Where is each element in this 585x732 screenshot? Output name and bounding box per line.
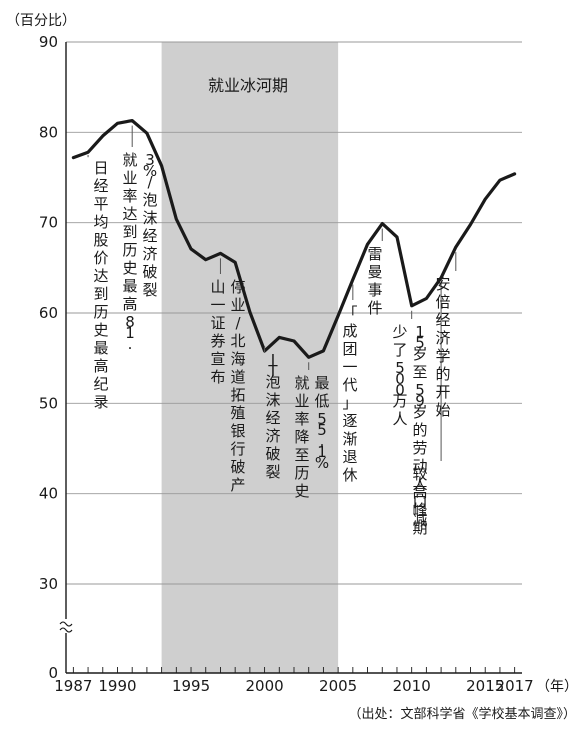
annotation-a2: 就业率达到历史最高 8 1. 3%/泡沫经济破裂: [122, 125, 158, 353]
annotation-text: 就业率达到历史最高 8 1.: [122, 151, 137, 353]
annotation-text: 1 5 岁至 5 9 岁的劳动人口减: [412, 323, 427, 529]
annotation-text: 3%/泡沫经济破裂: [142, 151, 157, 299]
annotation-text: 就业率降至历史: [294, 374, 309, 500]
y-tick-label: 80: [39, 123, 58, 141]
annotation-text: 安倍经济学的开始: [435, 275, 450, 419]
annotation-a1: 日经平均股价达到历史最高纪录: [87, 155, 109, 411]
annotation-a10: 安倍经济学的开始: [435, 252, 457, 419]
annotation-text: 「成团一代」逐渐退休: [342, 304, 357, 484]
x-tick-label: 2015: [466, 677, 504, 695]
x-tick-label: 1995: [172, 677, 210, 695]
x-axis-unit-label: （年）: [536, 679, 578, 695]
annotation-a7: 雷曼事件: [367, 228, 383, 317]
x-tick-label: 2005: [319, 677, 357, 695]
x-tick-label: 2010: [393, 677, 431, 695]
annotation-a9: 较高峰期: [412, 282, 442, 537]
annotation-a4: I T 泡沫经济破裂: [264, 345, 281, 481]
annotation-text: 日经平均股价达到历史最高纪录: [93, 159, 108, 411]
y-axis-unit-label: （百分比）: [6, 13, 76, 29]
x-tick-label: 1987: [54, 677, 92, 695]
annotation-a6: 「成团一代」逐渐退休: [342, 284, 358, 484]
annotation-text: 雷曼事件: [367, 245, 382, 317]
x-tick-label: 1990: [98, 677, 136, 695]
annotation-text: 山一证券宣布: [210, 278, 225, 386]
x-tick-label: 2000: [245, 677, 283, 695]
annotation-text: 较高峰期: [412, 465, 427, 537]
y-tick-label: 0: [48, 664, 58, 682]
y-tick-label: 90: [39, 33, 58, 51]
axis-break-mark: [59, 621, 73, 633]
y-tick-label: 50: [39, 394, 58, 412]
shaded-period-label: 就业冰河期: [208, 76, 288, 95]
y-tick-label: 60: [39, 304, 58, 322]
annotation-text: 少了 5 0 0 万人: [392, 323, 407, 428]
y-tick-label: 70: [39, 214, 58, 232]
x-tick-label: 2017: [496, 677, 534, 695]
employment-rate-line: [71, 119, 517, 359]
source-note: （出处：文部科学省《学校基本调查》）: [348, 706, 576, 722]
y-tick-label: 30: [39, 575, 58, 593]
annotation-text: I T 泡沫经济破裂: [265, 351, 280, 481]
annotation-text: 停业/北海道拓殖银行破产: [230, 278, 245, 494]
annotation-text: 最低 5 5. 1%: [314, 374, 329, 472]
y-tick-label: 40: [39, 485, 58, 503]
